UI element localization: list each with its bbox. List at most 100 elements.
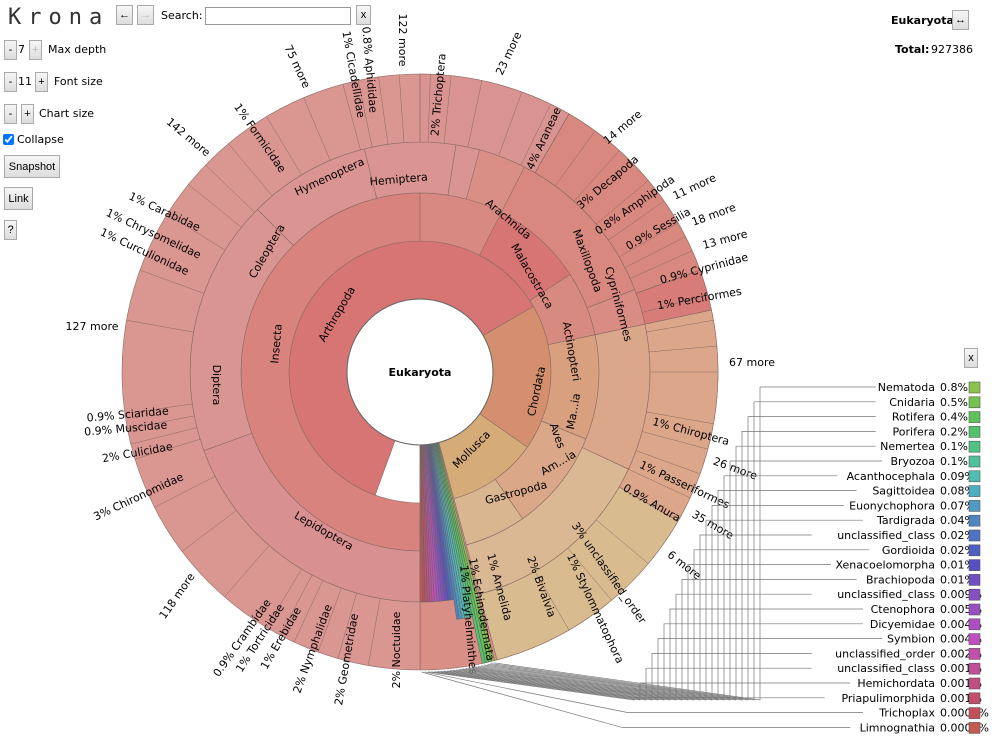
- sector-divider: [181, 510, 237, 552]
- key-name: Nematoda: [878, 381, 935, 394]
- sector-divider: [337, 593, 357, 659]
- key-pct: 0.1%: [940, 440, 968, 453]
- chart-size-plus[interactable]: +: [21, 104, 34, 124]
- sector-divider: [630, 250, 693, 279]
- sector-divider: [293, 580, 324, 643]
- key-swatch[interactable]: [968, 648, 981, 660]
- more-label-1: 127 more: [66, 320, 119, 333]
- more-label-4: 122 more: [396, 14, 409, 67]
- key-pct: 0.09%: [940, 470, 975, 483]
- sector-divider: [636, 450, 701, 475]
- sector-divider: [266, 116, 302, 175]
- key-name: Limnognathia: [860, 721, 935, 734]
- back-button[interactable]: ←: [116, 5, 133, 25]
- key-swatch[interactable]: [968, 662, 981, 675]
- key-connector: [431, 671, 851, 701]
- ring-mollusc-outer[interactable]: [479, 486, 679, 661]
- max-depth-plus[interactable]: +: [29, 40, 42, 60]
- chart-size-minus[interactable]: -: [4, 104, 17, 124]
- key-pct: 0.0002%: [940, 707, 989, 720]
- key-connector: [440, 638, 883, 701]
- snapshot-button[interactable]: Snapshot: [4, 155, 60, 178]
- key-name: Dicyemidae: [870, 618, 935, 631]
- key-connector: [493, 386, 876, 701]
- sector-divider: [534, 113, 570, 173]
- center-hole[interactable]: [346, 298, 494, 446]
- font-size-minus[interactable]: -: [4, 72, 17, 92]
- sector-divider: [596, 519, 649, 564]
- key-connector: [446, 608, 863, 701]
- key-swatch[interactable]: [968, 485, 981, 497]
- expand-icon[interactable]: ↔: [952, 10, 969, 30]
- key-connector: [474, 475, 838, 701]
- key-pct: 0.8%: [940, 381, 968, 394]
- key-pct: 0.02%: [940, 529, 975, 542]
- sector-divider: [498, 91, 523, 156]
- key-name: Tardigrada: [876, 514, 935, 527]
- total-label: Total:: [895, 43, 930, 56]
- key-swatch[interactable]: [968, 426, 981, 438]
- search-clear-button[interactable]: x: [356, 5, 371, 25]
- details-name: Eukaryota: [891, 14, 954, 27]
- key-pct: 0.04%: [940, 514, 975, 527]
- sector-hymenoptera[interactable]: [363, 141, 457, 199]
- center-label: Eukaryota: [389, 366, 452, 379]
- sector-divider: [126, 320, 194, 333]
- help-button[interactable]: ?: [4, 220, 17, 240]
- key-swatch[interactable]: [968, 692, 981, 705]
- sector-divider: [279, 574, 313, 636]
- label-diptera: Diptera: [210, 365, 223, 406]
- max-depth-label: Max depth: [48, 43, 107, 56]
- search-label: Search:: [161, 9, 203, 22]
- key-swatch[interactable]: [968, 396, 981, 409]
- key-swatch[interactable]: [968, 529, 981, 542]
- key-swatch[interactable]: [968, 588, 981, 601]
- key-swatch[interactable]: [968, 559, 981, 571]
- ring-insect-outer[interactable]: [121, 73, 421, 671]
- font-size-plus[interactable]: +: [35, 72, 48, 92]
- key-swatch[interactable]: [968, 381, 981, 394]
- key-swatch[interactable]: [968, 500, 981, 512]
- max-depth-minus[interactable]: -: [4, 40, 17, 60]
- key-name: Symbion: [887, 633, 935, 646]
- key-name: Euonychophora: [849, 499, 935, 512]
- key-swatch[interactable]: [968, 722, 981, 734]
- key-pct: 0.01%: [940, 559, 975, 572]
- key-name: Xenacoelomorpha: [835, 559, 935, 572]
- sector-divider: [608, 200, 665, 241]
- sector-divider: [154, 476, 216, 508]
- key-connector: [424, 671, 863, 713]
- sector-divider: [127, 415, 195, 430]
- key-name: Sagittoidea: [872, 485, 935, 498]
- key-name: Ctenophora: [871, 603, 935, 616]
- key-swatch[interactable]: [968, 411, 981, 423]
- search-input[interactable]: [205, 7, 351, 25]
- more-label-10: 67 more: [729, 356, 775, 369]
- key-close-button[interactable]: x: [964, 348, 978, 368]
- more-label-7: 11 more: [671, 171, 718, 202]
- key-swatch[interactable]: [968, 470, 981, 483]
- sector-divider: [619, 486, 679, 522]
- key-swatch[interactable]: [968, 455, 981, 468]
- key-swatch[interactable]: [968, 677, 981, 690]
- key-pct: 0.2%: [940, 425, 968, 438]
- forward-button[interactable]: →: [137, 5, 154, 25]
- krona-logo: Krona: [8, 5, 110, 30]
- key-name: Gordioida: [882, 544, 935, 557]
- link-button[interactable]: Link: [4, 187, 33, 210]
- total-value: 927386: [931, 43, 973, 56]
- key-pct: 0.1%: [940, 455, 968, 468]
- key-name: Brachiopoda: [866, 573, 935, 586]
- key-swatch[interactable]: [968, 618, 981, 631]
- key-swatch[interactable]: [968, 514, 981, 527]
- key-swatch[interactable]: [968, 707, 981, 719]
- key-swatch[interactable]: [968, 544, 981, 557]
- key-swatch[interactable]: [968, 574, 981, 586]
- collapse-checkbox[interactable]: [3, 134, 14, 145]
- sector-divider: [443, 75, 452, 144]
- key-swatch[interactable]: [968, 633, 981, 645]
- key-swatch[interactable]: [968, 440, 981, 453]
- key-swatch[interactable]: [968, 603, 981, 616]
- more-label-13: 6 more: [665, 548, 704, 582]
